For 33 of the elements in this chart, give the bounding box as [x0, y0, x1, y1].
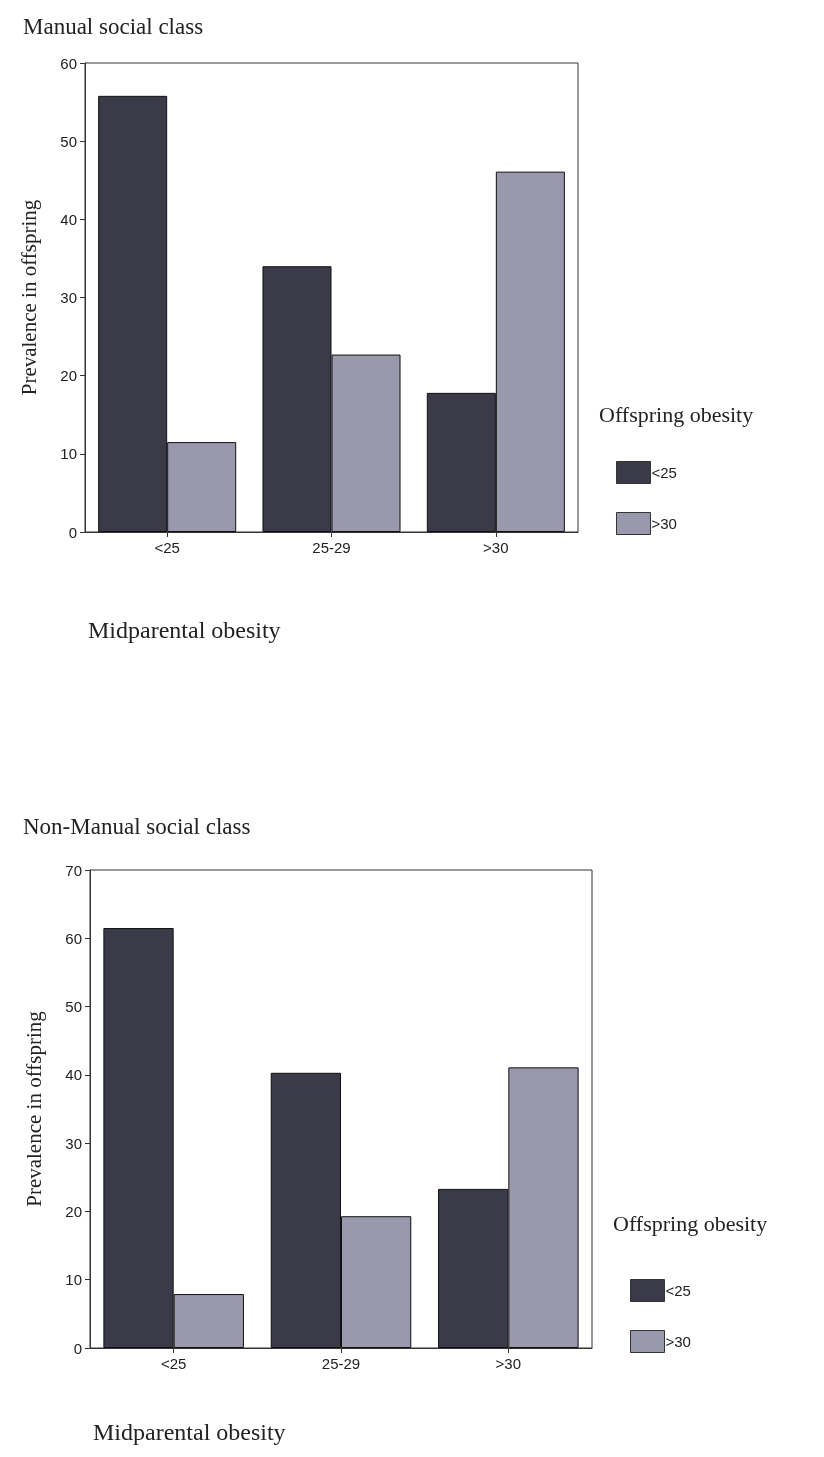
y-tick-label: 40 — [60, 210, 77, 228]
y-axis-title: Prevalence in offspring — [16, 199, 41, 396]
legend-label: <25 — [665, 1282, 691, 1299]
legend-title: Offspring obesity — [599, 401, 754, 427]
legend-title: Offspring obesity — [613, 1210, 768, 1236]
y-tick-label: 10 — [60, 445, 77, 463]
x-axis-title: Midparental obesity — [88, 617, 281, 643]
x-tick-label: 25-29 — [312, 539, 351, 556]
legend-label: >30 — [665, 1333, 691, 1350]
y-tick-label: 40 — [65, 1066, 82, 1084]
legend-label: <25 — [651, 464, 677, 481]
y-tick-label: 20 — [65, 1202, 82, 1220]
x-tick-label: >30 — [483, 539, 509, 556]
x-axis-title: Midparental obesity — [93, 1419, 286, 1445]
y-tick-label: 0 — [68, 523, 77, 541]
y-tick-label: 10 — [65, 1271, 82, 1289]
y-tick-label: 30 — [60, 289, 77, 306]
y-tick-label: 50 — [65, 998, 82, 1016]
x-tick-label: >30 — [495, 1355, 522, 1372]
legend-label: >30 — [651, 515, 677, 532]
y-tick-label: 50 — [60, 132, 77, 150]
chart-title: Manual social class — [23, 14, 204, 39]
y-tick-label: 0 — [73, 1339, 82, 1357]
y-tick-label: 20 — [60, 367, 77, 385]
y-tick-label: 30 — [65, 1134, 82, 1152]
y-axis-title: Prevalence in offspring — [21, 1010, 46, 1207]
x-tick-label: 25-29 — [321, 1355, 361, 1372]
x-tick-label: <25 — [160, 1355, 187, 1372]
chart-title: Non-Manual social class — [23, 814, 251, 839]
x-tick-label: <25 — [154, 539, 180, 556]
y-tick-label: 70 — [65, 861, 82, 879]
y-tick-label: 60 — [60, 54, 77, 72]
y-tick-label: 60 — [65, 929, 82, 947]
